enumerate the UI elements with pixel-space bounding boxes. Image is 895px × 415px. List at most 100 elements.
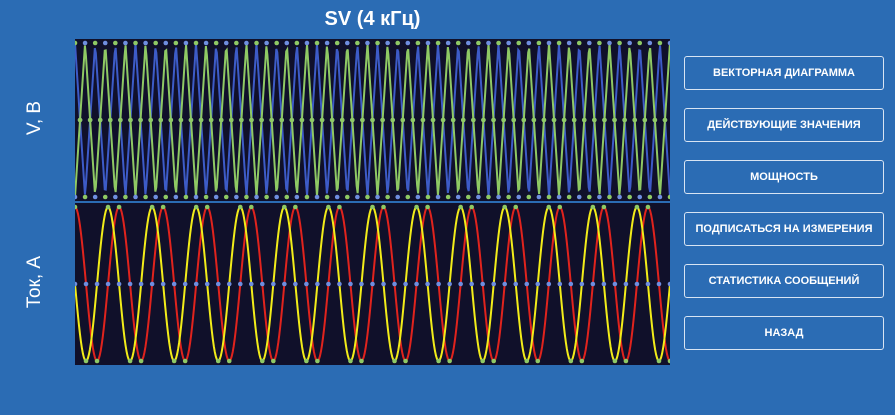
voltage-series-0-sample-point — [113, 40, 118, 46]
voltage-series-1-sample-point — [501, 117, 506, 123]
voltage-series-1-sample-point — [390, 117, 395, 123]
voltage-series-1-sample-point — [642, 117, 648, 123]
voltage-series-0-sample-point — [667, 194, 670, 200]
voltage-series-1-sample-point — [239, 117, 244, 123]
current-series-0-sample-point — [568, 281, 574, 287]
back-button[interactable]: НАЗАД — [684, 316, 884, 350]
current-series-0-sample-point — [436, 281, 441, 287]
current-series-1-sample-point — [447, 281, 452, 287]
subscribe-measurements-button[interactable]: ПОДПИСАТЬСЯ НА ИЗМЕРЕНИЯ — [684, 212, 884, 246]
current-series-0-sample-point — [271, 358, 276, 364]
current-series-0-sample-point — [612, 281, 618, 287]
current-series-1-sample-point — [359, 281, 364, 287]
current-series-1-sample-point — [138, 281, 144, 287]
current-series-0-sample-point — [645, 204, 651, 210]
current-series-0-sample-point — [535, 358, 541, 364]
current-series-1-sample-point — [304, 358, 309, 364]
current-series-0-sample-point — [359, 358, 364, 364]
voltage-series-1-sample-point — [138, 117, 143, 123]
rms-values-button[interactable]: ДЕЙСТВУЮЩИЕ ЗНАЧЕНИЯ — [684, 108, 884, 142]
voltage-series-1-sample-point — [581, 117, 587, 123]
voltage-series-1-sample-point — [536, 194, 542, 200]
voltage-series-1-sample-point — [405, 40, 411, 46]
voltage-series-1-sample-point — [355, 194, 360, 200]
voltage-series-0-sample-point — [213, 40, 219, 46]
voltage-series-1-sample-point — [370, 117, 375, 123]
voltage-series-1-sample-point — [87, 117, 93, 123]
voltage-series-1-sample-point — [193, 194, 199, 200]
voltage-series-1-sample-point — [344, 40, 350, 46]
current-series-1-sample-point — [226, 281, 232, 287]
current-series-1-sample-point — [546, 204, 552, 210]
message-statistics-button[interactable]: СТАТИСТИКА СООБЩЕНИЙ — [684, 264, 884, 298]
current-series-0-sample-point — [282, 281, 287, 287]
current-series-0-sample-point — [127, 281, 133, 287]
voltage-series-0-sample-point — [415, 40, 421, 46]
current-series-0-sample-point — [204, 204, 210, 210]
current-series-0-sample-point — [94, 358, 100, 364]
voltage-series-0-sample-point — [274, 40, 279, 46]
voltage-series-0-sample-point — [587, 194, 592, 200]
voltage-series-1-sample-point — [455, 194, 461, 200]
side-menu: ВЕКТОРНАЯ ДИАГРАММА ДЕЙСТВУЮЩИЕ ЗНАЧЕНИЯ… — [684, 56, 884, 368]
current-series-1-sample-point — [171, 358, 177, 364]
current-axis-label: Ток, А — [24, 255, 45, 309]
current-series-0-sample-point — [480, 281, 485, 287]
current-series-0-sample-point — [293, 204, 298, 210]
voltage-series-1-sample-point — [309, 117, 315, 123]
current-series-1-sample-point — [182, 281, 188, 287]
voltage-series-0-sample-point — [254, 40, 259, 46]
power-button[interactable]: МОЩНОСТЬ — [684, 160, 884, 194]
voltage-series-1-sample-point — [108, 117, 113, 123]
voltage-series-0-sample-point — [455, 40, 461, 46]
voltage-series-1-sample-point — [249, 117, 254, 123]
current-series-1-sample-point — [337, 281, 342, 287]
voltage-series-0-sample-point — [365, 194, 370, 200]
current-series-0-sample-point — [83, 281, 89, 287]
voltage-series-1-sample-point — [319, 117, 325, 123]
voltage-series-0-sample-point — [627, 194, 632, 200]
voltage-series-0-sample-point — [556, 40, 562, 46]
voltage-series-0-sample-point — [284, 194, 290, 200]
voltage-series-1-sample-point — [229, 117, 234, 123]
current-series-1-sample-point — [348, 358, 353, 364]
current-series-1-sample-point — [667, 281, 670, 287]
voltage-series-0-sample-point — [546, 194, 552, 200]
current-series-1-sample-point — [634, 204, 640, 210]
vector-diagram-button[interactable]: ВЕКТОРНАЯ ДИАГРАММА — [684, 56, 884, 90]
voltage-series-1-sample-point — [314, 194, 320, 200]
voltage-series-1-sample-point — [531, 117, 537, 123]
current-series-1-sample-point — [469, 281, 474, 287]
current-series-1-sample-point — [271, 281, 276, 287]
voltage-series-1-sample-point — [566, 40, 572, 46]
current-series-0-sample-point — [491, 358, 497, 364]
current-series-0-sample-point — [590, 281, 596, 287]
voltage-series-0-sample-point — [566, 194, 572, 200]
voltage-series-1-sample-point — [178, 117, 184, 123]
voltage-series-1-sample-point — [486, 40, 491, 46]
current-series-1-sample-point — [645, 281, 651, 287]
voltage-series-1-sample-point — [223, 40, 229, 46]
voltage-series-0-sample-point — [123, 194, 128, 200]
current-series-0-sample-point — [414, 281, 419, 287]
current-series-0-sample-point — [381, 204, 386, 210]
voltage-series-1-sample-point — [244, 40, 249, 46]
current-series-0-sample-point — [502, 281, 508, 287]
voltage-series-1-sample-point — [587, 40, 592, 46]
current-series-0-sample-point — [237, 281, 243, 287]
current-series-1-sample-point — [612, 358, 618, 364]
voltage-series-1-sample-point — [97, 117, 103, 123]
voltage-series-0-sample-point — [133, 40, 138, 46]
current-series-0-sample-point — [524, 281, 530, 287]
current-series-0-sample-point — [425, 204, 430, 210]
voltage-series-1-sample-point — [284, 40, 290, 46]
voltage-series-1-sample-point — [657, 194, 663, 200]
voltage-series-1-sample-point — [607, 40, 612, 46]
current-series-0-sample-point — [260, 281, 265, 287]
voltage-series-1-sample-point — [380, 117, 385, 123]
voltage-series-1-sample-point — [234, 194, 239, 200]
voltage-series-1-sample-point — [445, 40, 451, 46]
voltage-series-1-sample-point — [430, 117, 436, 123]
current-series-1-sample-point — [116, 281, 122, 287]
